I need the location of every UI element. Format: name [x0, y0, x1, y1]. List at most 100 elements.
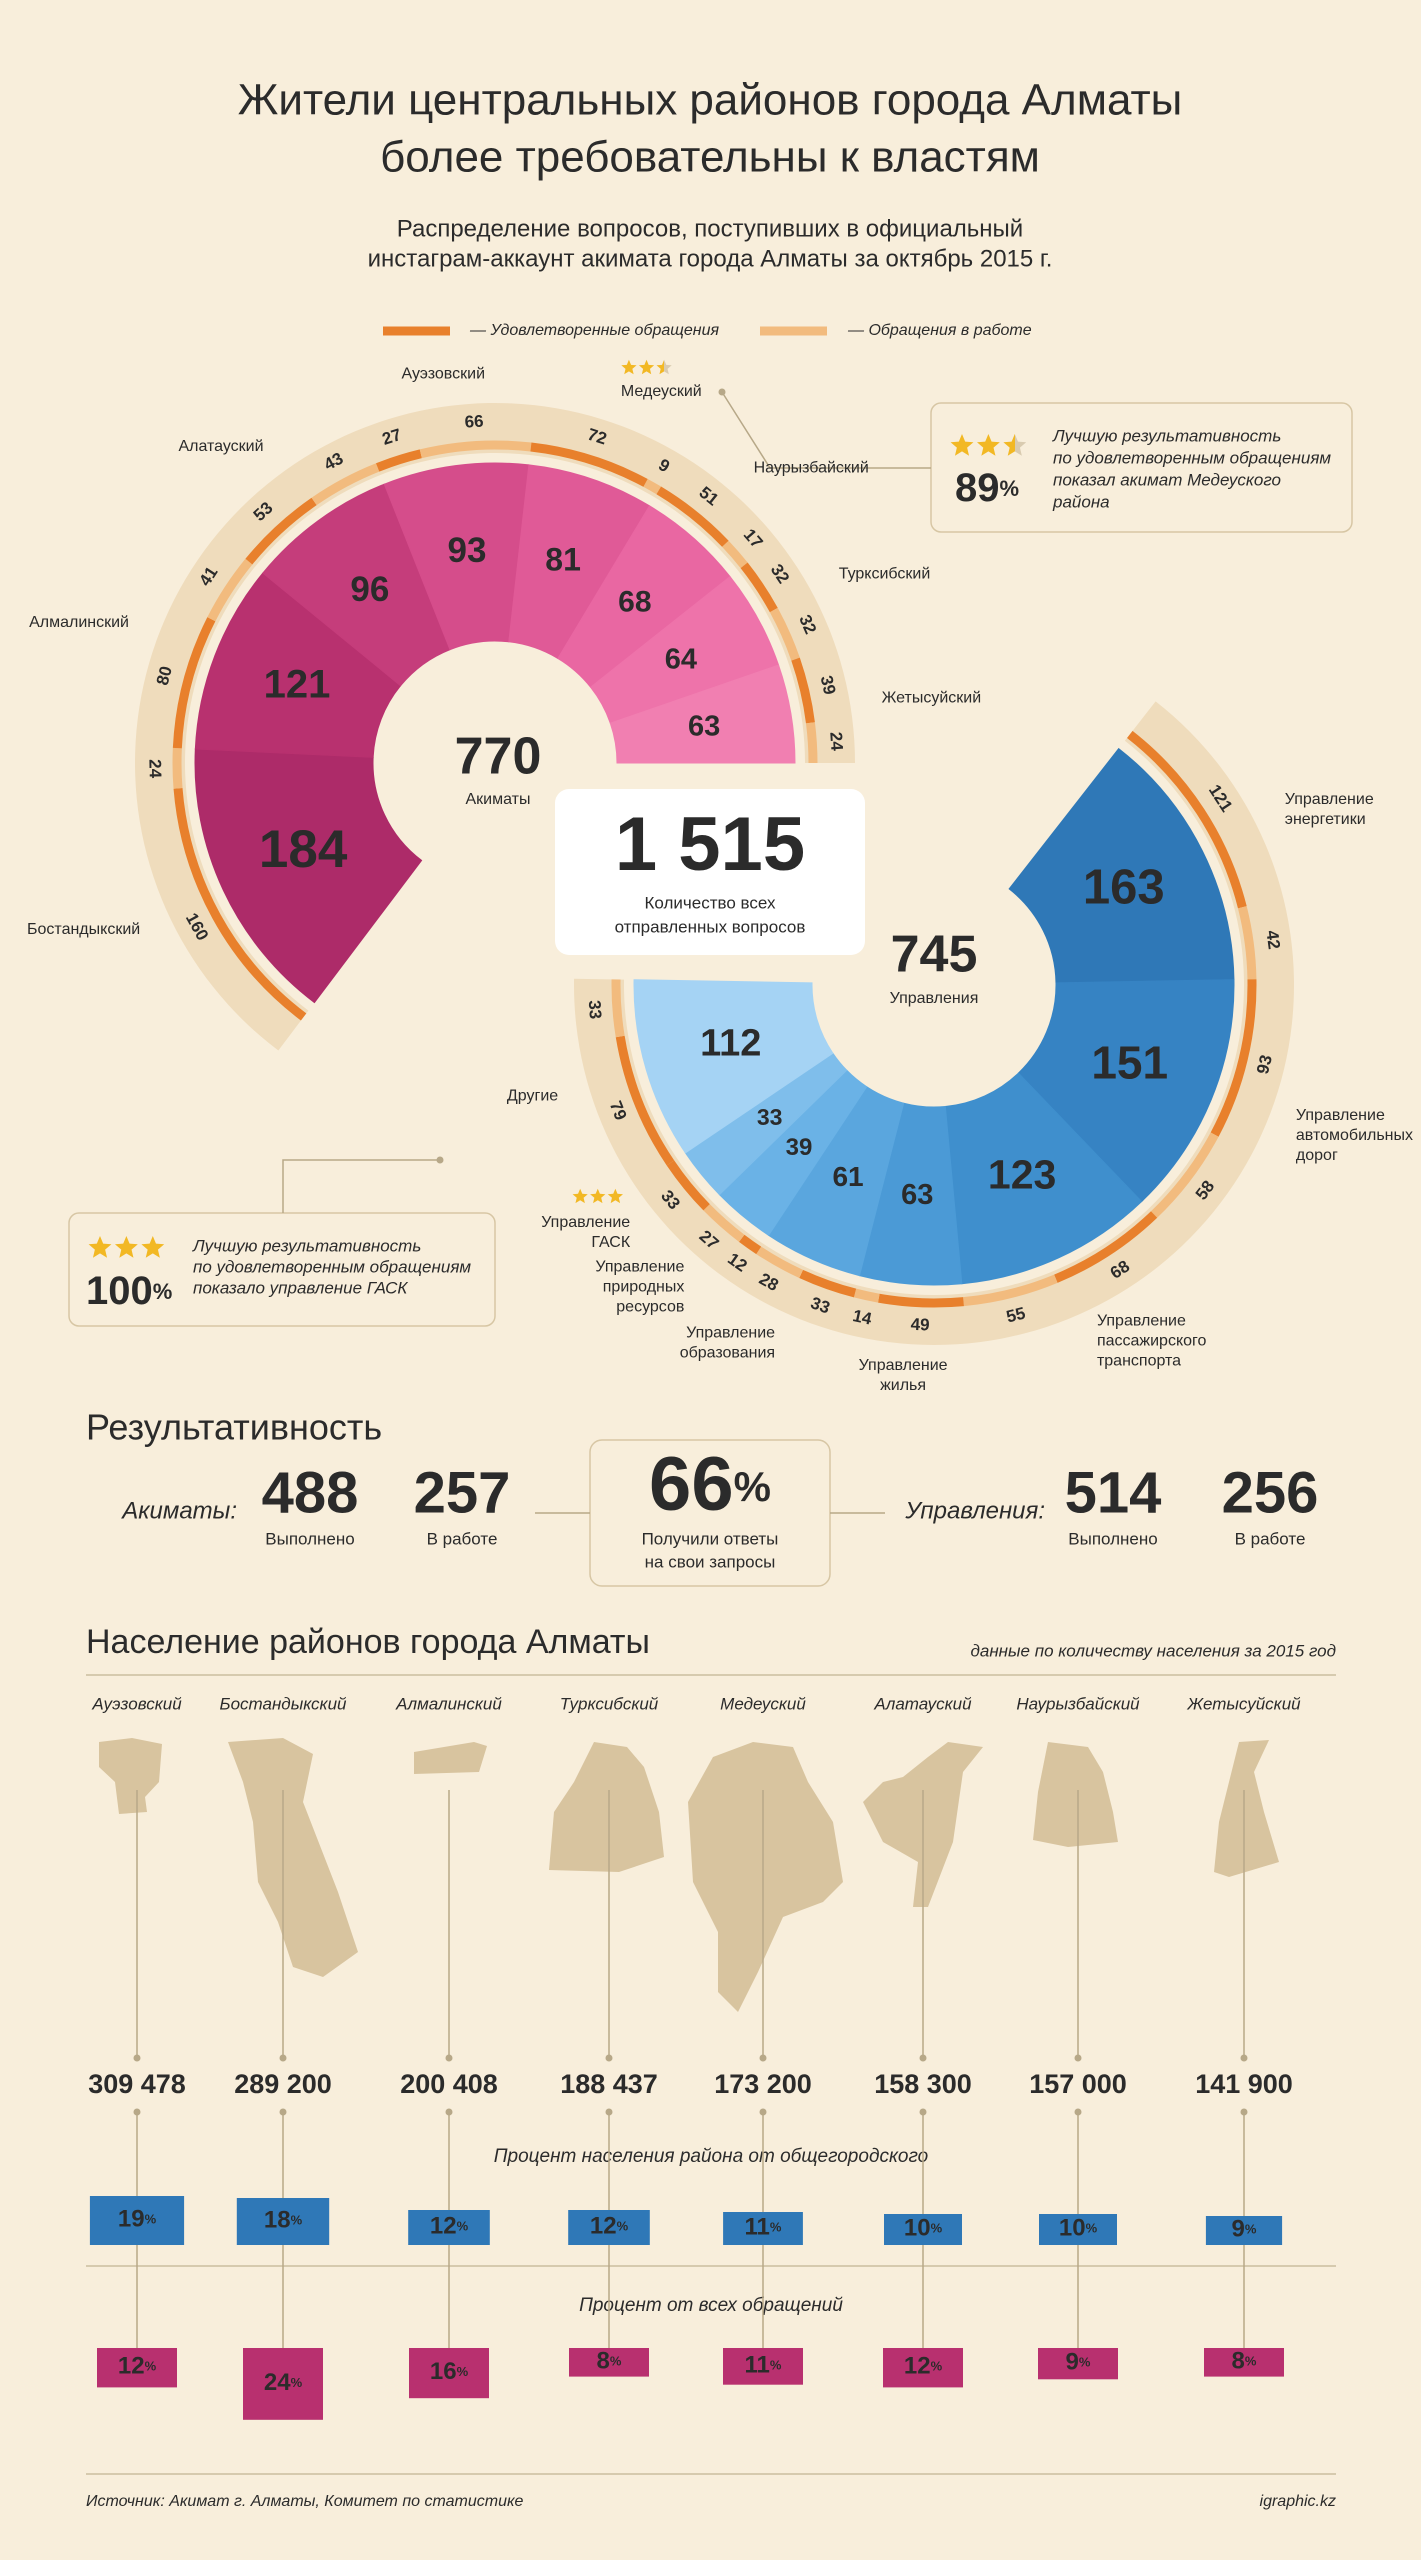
sector-label: 112 [700, 1022, 761, 1064]
category-label: Управление [1296, 1107, 1385, 1124]
district-shape [1214, 1740, 1279, 1877]
callout-text: показал акимат Медеуского [1053, 470, 1281, 489]
category-label: Алмалинский [29, 614, 129, 631]
in-work-arc [1237, 906, 1257, 980]
in-work-arc [1150, 1132, 1219, 1218]
percent-value: 100% [86, 1269, 172, 1313]
connector [282, 1159, 440, 1213]
sector-label: 33 [757, 1104, 783, 1130]
category-label: дорог [1296, 1147, 1338, 1164]
category-label: Турксибский [839, 566, 931, 583]
results-label: Акиматы: [120, 1497, 237, 1524]
results-caption: В работе [1235, 1529, 1306, 1548]
results-value: 256 [1222, 1460, 1319, 1525]
district-name: Бостандыкский [220, 1694, 348, 1713]
district-name: Наурызбайский [1016, 1694, 1140, 1713]
sector [944, 1072, 1143, 1285]
satisfied-arc [740, 562, 778, 613]
legend-label: — Обращения в работе [847, 322, 1032, 339]
number: 89 [955, 466, 1000, 510]
source: Источник: Акимат г. Алматы, Комитет по с… [86, 2493, 524, 2510]
connector [721, 391, 931, 469]
sector-label: 96 [350, 570, 389, 609]
requests-box [1038, 2348, 1118, 2380]
ring-label: 33 [585, 1000, 605, 1020]
rating-star [572, 1188, 588, 1204]
unit: % [1245, 2354, 1257, 2369]
sector [633, 979, 834, 1154]
sector-label: 184 [259, 820, 348, 879]
callout-text: по удовлетворенным обращениям [193, 1257, 471, 1276]
satisfied-arc [615, 1035, 675, 1166]
leader-dot [133, 2054, 141, 2062]
leader-dot [1074, 2054, 1082, 2062]
ring-label: 72 [585, 425, 609, 449]
category-label: Управление [595, 1258, 684, 1275]
percent-value: 19% [118, 2206, 157, 2233]
center-value: 745 [891, 926, 978, 984]
leader-dot [133, 2108, 141, 2116]
sector-label: 151 [1091, 1037, 1168, 1089]
title: более требовательны к властям [380, 133, 1040, 182]
district-name: Алмалинский [395, 1694, 502, 1713]
percent-value: 12% [430, 2213, 469, 2240]
legend-label: — Удовлетворенные обращения [469, 322, 719, 339]
in-work-arc [805, 722, 818, 764]
district-map [228, 1738, 358, 1977]
requests-box [243, 2348, 323, 2420]
in-work-arc [419, 440, 532, 459]
category-label: Управление [1285, 791, 1374, 808]
satisfied-arc [878, 1293, 964, 1308]
unit: % [153, 1279, 173, 1304]
district-name: Алатауский [873, 1694, 972, 1713]
share-box [568, 2210, 650, 2245]
in-work-arc [207, 558, 253, 622]
row-title: Процент населения района от общегородско… [494, 2146, 928, 2167]
ring-label: 24 [145, 759, 164, 779]
leader-dot [1240, 2054, 1248, 2062]
number: 19 [118, 2206, 145, 2233]
results-caption: В работе [427, 1529, 498, 1548]
ring-label: 39 [817, 674, 840, 697]
district-shape [228, 1738, 358, 1977]
percent-value: 11% [745, 2352, 782, 2379]
leader-dot [445, 2054, 453, 2062]
sector-label: 81 [545, 542, 581, 578]
callout-box [68, 1212, 496, 1327]
category-label: Другие [507, 1088, 558, 1105]
leader-dot [919, 2108, 927, 2116]
percent-value: 11% [745, 2214, 782, 2241]
sector [1008, 747, 1235, 984]
satisfied-arc [738, 1234, 762, 1255]
results-value: 514 [1065, 1460, 1162, 1525]
population-value: 141 900 [1195, 2069, 1293, 2099]
number: 12 [118, 2353, 145, 2380]
requests-box [1204, 2348, 1284, 2377]
percent-value: 18% [264, 2207, 303, 2234]
category-label: Управление [1097, 1313, 1186, 1330]
number: 16 [430, 2358, 457, 2385]
category-label: Управление [859, 1357, 948, 1374]
rating-star [607, 1188, 623, 1204]
unit: % [145, 2359, 157, 2374]
leader-dot [1240, 2108, 1248, 2116]
leader-dot [445, 2108, 453, 2116]
sector-label: 61 [832, 1161, 863, 1192]
callout-text: Лучшую результативность [192, 1236, 421, 1255]
district-name: Ауэзовский [91, 1694, 182, 1713]
category-label: ГАСК [591, 1234, 630, 1251]
category-label: Жетысуйский [882, 689, 982, 706]
sector [1017, 979, 1235, 1203]
leader-dot [759, 2054, 767, 2062]
ring-label: 27 [380, 425, 404, 449]
callout-text: показало управление ГАСК [193, 1278, 408, 1297]
results-caption: Получили ответы [642, 1529, 779, 1548]
district-shape [688, 1742, 843, 2012]
in-work-arc [643, 478, 662, 495]
satisfied-arc [799, 1269, 857, 1298]
leader-dot [605, 2054, 613, 2062]
district-name: Турксибский [560, 1694, 659, 1713]
percent-value: 12% [590, 2213, 629, 2240]
population-value: 158 300 [874, 2069, 972, 2099]
